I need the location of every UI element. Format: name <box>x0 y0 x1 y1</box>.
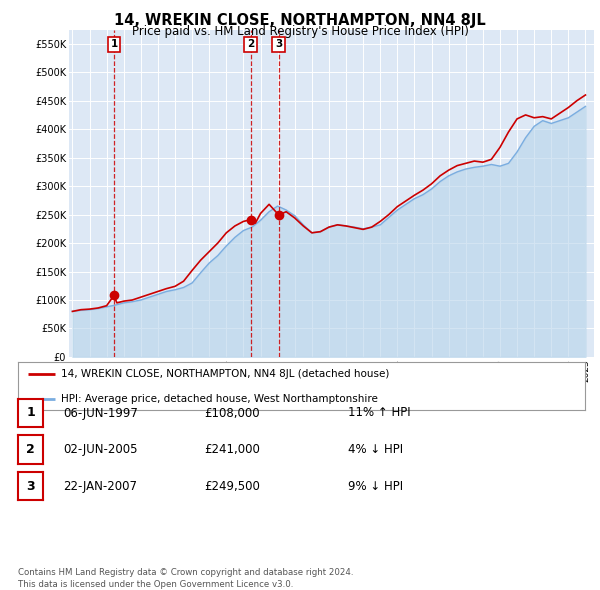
Text: £249,500: £249,500 <box>204 480 260 493</box>
Text: 9% ↓ HPI: 9% ↓ HPI <box>348 480 403 493</box>
Text: £241,000: £241,000 <box>204 443 260 456</box>
Text: 1: 1 <box>110 40 118 49</box>
Text: 3: 3 <box>275 40 282 49</box>
Text: HPI: Average price, detached house, West Northamptonshire: HPI: Average price, detached house, West… <box>61 394 377 404</box>
Text: £108,000: £108,000 <box>204 407 260 419</box>
Text: 22-JAN-2007: 22-JAN-2007 <box>63 480 137 493</box>
Text: 02-JUN-2005: 02-JUN-2005 <box>63 443 137 456</box>
Text: 14, WREKIN CLOSE, NORTHAMPTON, NN4 8JL: 14, WREKIN CLOSE, NORTHAMPTON, NN4 8JL <box>114 13 486 28</box>
Text: 3: 3 <box>26 480 35 493</box>
Text: 11% ↑ HPI: 11% ↑ HPI <box>348 407 410 419</box>
Text: 06-JUN-1997: 06-JUN-1997 <box>63 407 138 419</box>
Text: 14, WREKIN CLOSE, NORTHAMPTON, NN4 8JL (detached house): 14, WREKIN CLOSE, NORTHAMPTON, NN4 8JL (… <box>61 369 389 379</box>
Text: 2: 2 <box>247 40 254 49</box>
Text: 1: 1 <box>26 407 35 419</box>
Text: Contains HM Land Registry data © Crown copyright and database right 2024.
This d: Contains HM Land Registry data © Crown c… <box>18 568 353 589</box>
Text: Price paid vs. HM Land Registry's House Price Index (HPI): Price paid vs. HM Land Registry's House … <box>131 25 469 38</box>
Text: 4% ↓ HPI: 4% ↓ HPI <box>348 443 403 456</box>
Text: 2: 2 <box>26 443 35 456</box>
